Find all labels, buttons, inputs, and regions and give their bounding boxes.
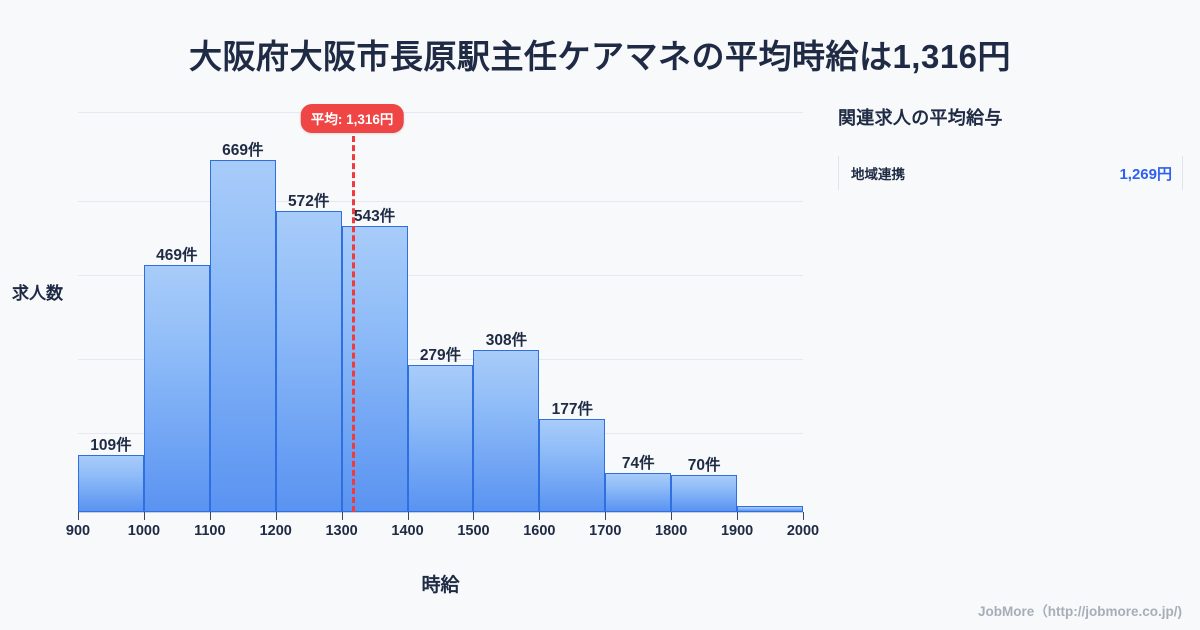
- histogram-bar: [78, 454, 144, 512]
- bar-value-label: 279件: [419, 347, 462, 365]
- bar-value-label: 572件: [287, 192, 330, 210]
- gridline: [78, 201, 803, 203]
- x-tick-label: 1200: [259, 523, 292, 539]
- gridline: [78, 111, 803, 113]
- histogram-bar: [605, 473, 672, 512]
- histogram-bar: [275, 210, 342, 512]
- related-salary-table: 地域連携 1,269円: [838, 156, 1183, 190]
- related-salary-panel: 関連求人の平均給与 地域連携 1,269円: [838, 96, 1183, 190]
- x-axis-baseline: [78, 512, 803, 513]
- histogram-bar: [209, 159, 276, 512]
- x-tick-mark: [275, 512, 277, 520]
- x-tick-label: 900: [65, 523, 91, 539]
- x-tick-label: 2000: [786, 523, 820, 539]
- x-tick-mark: [78, 512, 79, 520]
- gridline: [78, 275, 803, 277]
- histogram-bar: [143, 265, 210, 512]
- mean-badge: 平均: 1,316円: [300, 104, 404, 133]
- histogram-bar: [407, 365, 474, 512]
- bar-value-label: 669件: [222, 141, 264, 159]
- x-tick-label: 1100: [194, 523, 226, 539]
- bar-value-label: 543件: [353, 208, 396, 226]
- x-tick-mark: [143, 512, 145, 520]
- x-tick-label: 1300: [325, 523, 358, 539]
- histogram-bar: [539, 418, 606, 512]
- x-tick-label: 1900: [720, 523, 754, 539]
- x-tick-label: 1000: [127, 523, 161, 539]
- x-tick-label: 1500: [457, 523, 490, 539]
- x-tick-mark: [209, 512, 211, 520]
- related-salary-title: 関連求人の平均給与: [838, 108, 1003, 128]
- x-tick-label: 1400: [391, 523, 424, 539]
- x-tick-mark: [539, 512, 541, 520]
- y-axis-title: 求人数: [12, 284, 63, 303]
- x-tick-mark: [671, 512, 673, 520]
- bar-value-label: 70件: [687, 457, 721, 475]
- x-tick-mark: [803, 512, 804, 520]
- bar-value-label: 109件: [90, 436, 132, 454]
- x-axis-title: 時給: [421, 575, 460, 596]
- x-tick-mark: [341, 512, 343, 520]
- x-tick-label: 1700: [589, 523, 622, 539]
- mean-line: [352, 118, 356, 512]
- x-tick-label: 1600: [523, 523, 556, 539]
- bar-value-label: 308件: [485, 331, 528, 349]
- gridline: [78, 359, 803, 361]
- page-title: 大阪府大阪市長原駅主任ケアマネの平均時給は1,316円: [188, 38, 1012, 75]
- footer-credit: JobMore（http://jobmore.co.jp/): [978, 604, 1182, 619]
- x-tick-mark: [605, 512, 607, 520]
- bar-value-label: 177件: [551, 400, 593, 418]
- x-tick-mark: [473, 512, 475, 520]
- bar-value-label: 74件: [621, 455, 655, 473]
- bar-value-label: 469件: [156, 247, 198, 265]
- salary-row-label: 地域連携: [851, 167, 905, 182]
- histogram-bar: [737, 505, 803, 512]
- histogram-bar: [473, 349, 540, 512]
- histogram-bar: [671, 475, 738, 512]
- x-tick-label: 1800: [655, 523, 688, 539]
- salary-row: 地域連携 1,269円: [838, 156, 1183, 190]
- x-tick-mark: [407, 512, 409, 520]
- histogram-chart: 109件 469件 669件 572件 543件 279件 308件 177件 74件 70件 9…: [12, 104, 820, 596]
- salary-row-value: 1,269円: [1119, 165, 1172, 183]
- x-tick-mark: [737, 512, 739, 520]
